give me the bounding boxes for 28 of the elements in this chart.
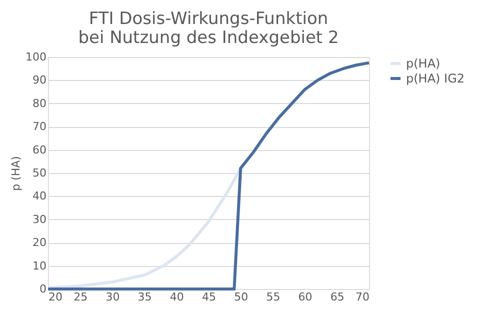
x-tick-label: 55 [266, 290, 280, 304]
y-tick-label: 10 [32, 259, 46, 272]
text: FTI Dosis-Wirkungs-Funktion [88, 9, 328, 29]
x-tick-label: 40 [170, 290, 184, 304]
y-tick-label: 90 [32, 74, 46, 87]
y-tick-label: 20 [32, 236, 46, 250]
x-tick-label: 60 [298, 290, 312, 304]
x-tick-label: 65 [330, 290, 344, 304]
x-tick-label: 50 [234, 290, 248, 304]
y-tick-label: 60 [32, 143, 46, 156]
x-tick-label: 35 [138, 290, 152, 304]
legend-label: p(HA) [406, 56, 440, 70]
legend-label: p(HA) IG2 [406, 72, 464, 86]
y-tick-label: 100 [26, 50, 46, 64]
y-tick-label: 80 [32, 96, 46, 110]
x-tick-label: 45 [202, 290, 216, 304]
y-tick-label: 0 [40, 282, 46, 296]
x-tick-label: 25 [74, 290, 88, 304]
x-tick-label: 20 [48, 290, 62, 304]
x-tick-label: 70 [356, 290, 370, 304]
y-tick-label: 70 [32, 120, 46, 134]
x-tick-label: 30 [106, 290, 120, 304]
y-tick-label: 30 [32, 212, 46, 226]
y-tick-label: 50 [32, 166, 46, 180]
line-series [46, 61, 370, 290]
text: bei Nutzung des Indexgebiet 2 [78, 28, 339, 48]
y-axis-title: p (HA) [10, 156, 23, 191]
y-tick-label: 40 [32, 190, 46, 203]
